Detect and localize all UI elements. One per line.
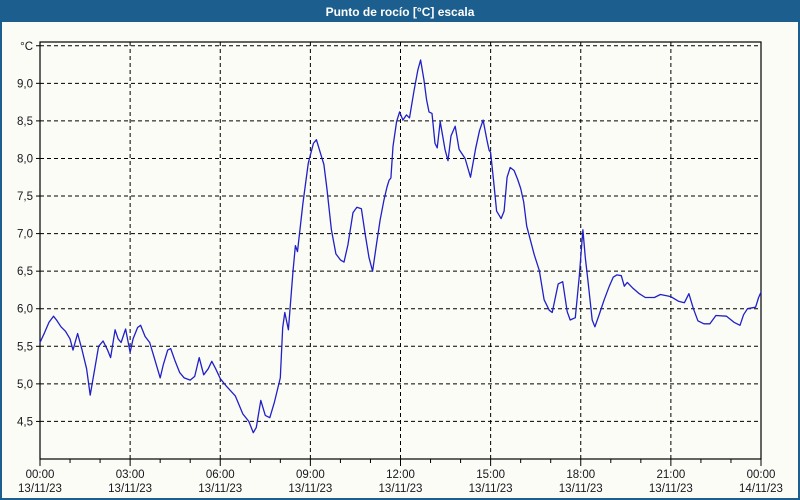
x-tick-date-label: 13/11/23	[18, 483, 62, 495]
y-tick-label: 7,0	[17, 229, 33, 241]
x-tick-time-label: 00:00	[747, 469, 776, 481]
x-tick-date-label: 13/11/23	[469, 483, 513, 495]
y-tick-label: 4,5	[17, 416, 33, 428]
plot-frame	[39, 41, 762, 460]
gridlines	[40, 42, 761, 459]
x-axis-labels: 00:00 13/11/23 03:00 13/11/23 06:00 13/11/23 0…	[18, 459, 783, 495]
y-tick-label: 5,0	[17, 379, 33, 391]
y-tick-label: 7,5	[17, 191, 33, 203]
x-tick-time-label: 00:00	[26, 469, 55, 481]
x-tick-time-label: 12:00	[386, 469, 415, 481]
dew-point-series-line	[39, 59, 762, 434]
x-tick-date-label: 13/11/23	[288, 483, 332, 495]
x-tick-time-label: 21:00	[656, 469, 685, 481]
dew-point-line-chart: 4,5 5,0 5,5 6,0 6,5 7,0 7,5 8,0 8,5 9,0 °C 00:00 13/…	[17, 41, 783, 495]
y-tick-label: 9,0	[17, 78, 33, 90]
y-axis-labels: 4,5 5,0 5,5 6,0 6,5 7,0 7,5 8,0 8,5 9,0 °C	[17, 41, 40, 428]
x-tick-date-label: 13/11/23	[379, 483, 423, 495]
y-tick-label: 8,5	[17, 116, 33, 128]
x-tick-date-label: 13/11/23	[559, 483, 603, 495]
chart-area: 4,5 5,0 5,5 6,0 6,5 7,0 7,5 8,0 8,5 9,0 °C 00:00 13/…	[2, 22, 798, 498]
x-tick-time-label: 18:00	[566, 469, 595, 481]
y-axis-unit-label: °C	[20, 41, 33, 53]
chart-title: Punto de rocío [°C] escala	[325, 5, 475, 19]
y-tick-label: 8,0	[17, 153, 33, 165]
y-tick-label: 6,0	[17, 304, 33, 316]
x-tick-date-label: 13/11/23	[198, 483, 242, 495]
x-tick-time-label: 15:00	[476, 469, 505, 481]
x-tick-date-label: 14/11/23	[739, 483, 783, 495]
x-tick-time-label: 03:00	[116, 469, 145, 481]
x-tick-time-label: 06:00	[206, 469, 235, 481]
y-tick-label: 6,5	[17, 266, 33, 278]
chart-title-bar: Punto de rocío [°C] escala	[2, 2, 798, 22]
x-tick-date-label: 13/11/23	[108, 483, 152, 495]
y-tick-label: 5,5	[17, 341, 33, 353]
x-tick-time-label: 09:00	[296, 469, 325, 481]
x-tick-date-label: 13/11/23	[649, 483, 693, 495]
